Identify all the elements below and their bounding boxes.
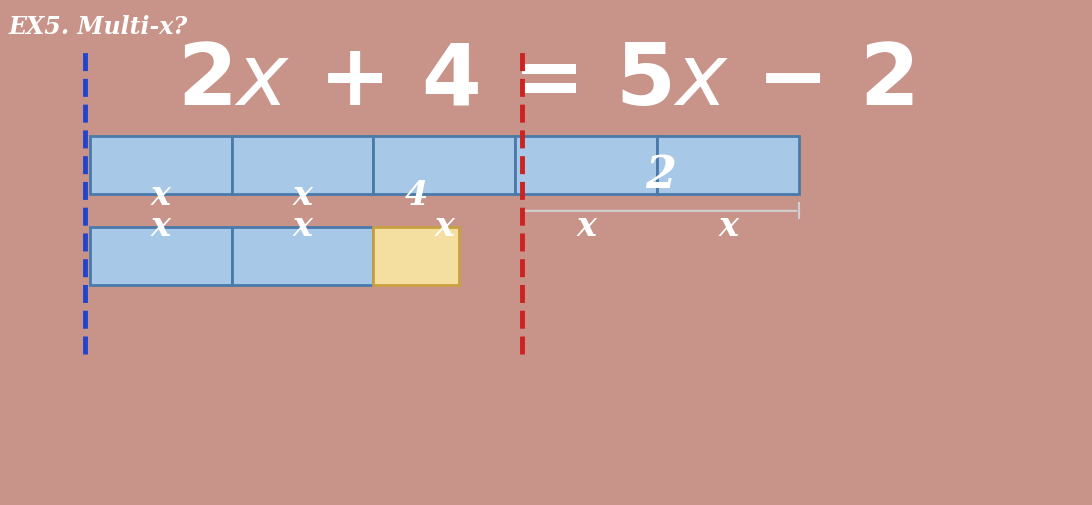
Bar <box>657 136 799 194</box>
Text: x: x <box>151 210 170 242</box>
Text: $\mathbf{2}x\mathbf{\,+\,4\,=\,5}x\mathbf{\,-\,2}$: $\mathbf{2}x\mathbf{\,+\,4\,=\,5}x\mathb… <box>177 39 915 123</box>
Text: x: x <box>293 179 312 212</box>
Text: x: x <box>293 210 312 242</box>
Text: x: x <box>435 210 454 242</box>
Text: 2: 2 <box>645 154 676 197</box>
Bar <box>90 136 232 194</box>
Text: 4: 4 <box>404 179 428 212</box>
Bar <box>373 136 515 194</box>
Text: x: x <box>577 210 596 242</box>
Text: x: x <box>719 210 738 242</box>
Bar <box>232 227 373 285</box>
Bar <box>373 227 459 285</box>
Bar <box>515 136 657 194</box>
Bar <box>232 136 373 194</box>
Bar <box>90 227 232 285</box>
Text: EX5. Multi-x?: EX5. Multi-x? <box>9 15 188 39</box>
Text: x: x <box>151 179 170 212</box>
